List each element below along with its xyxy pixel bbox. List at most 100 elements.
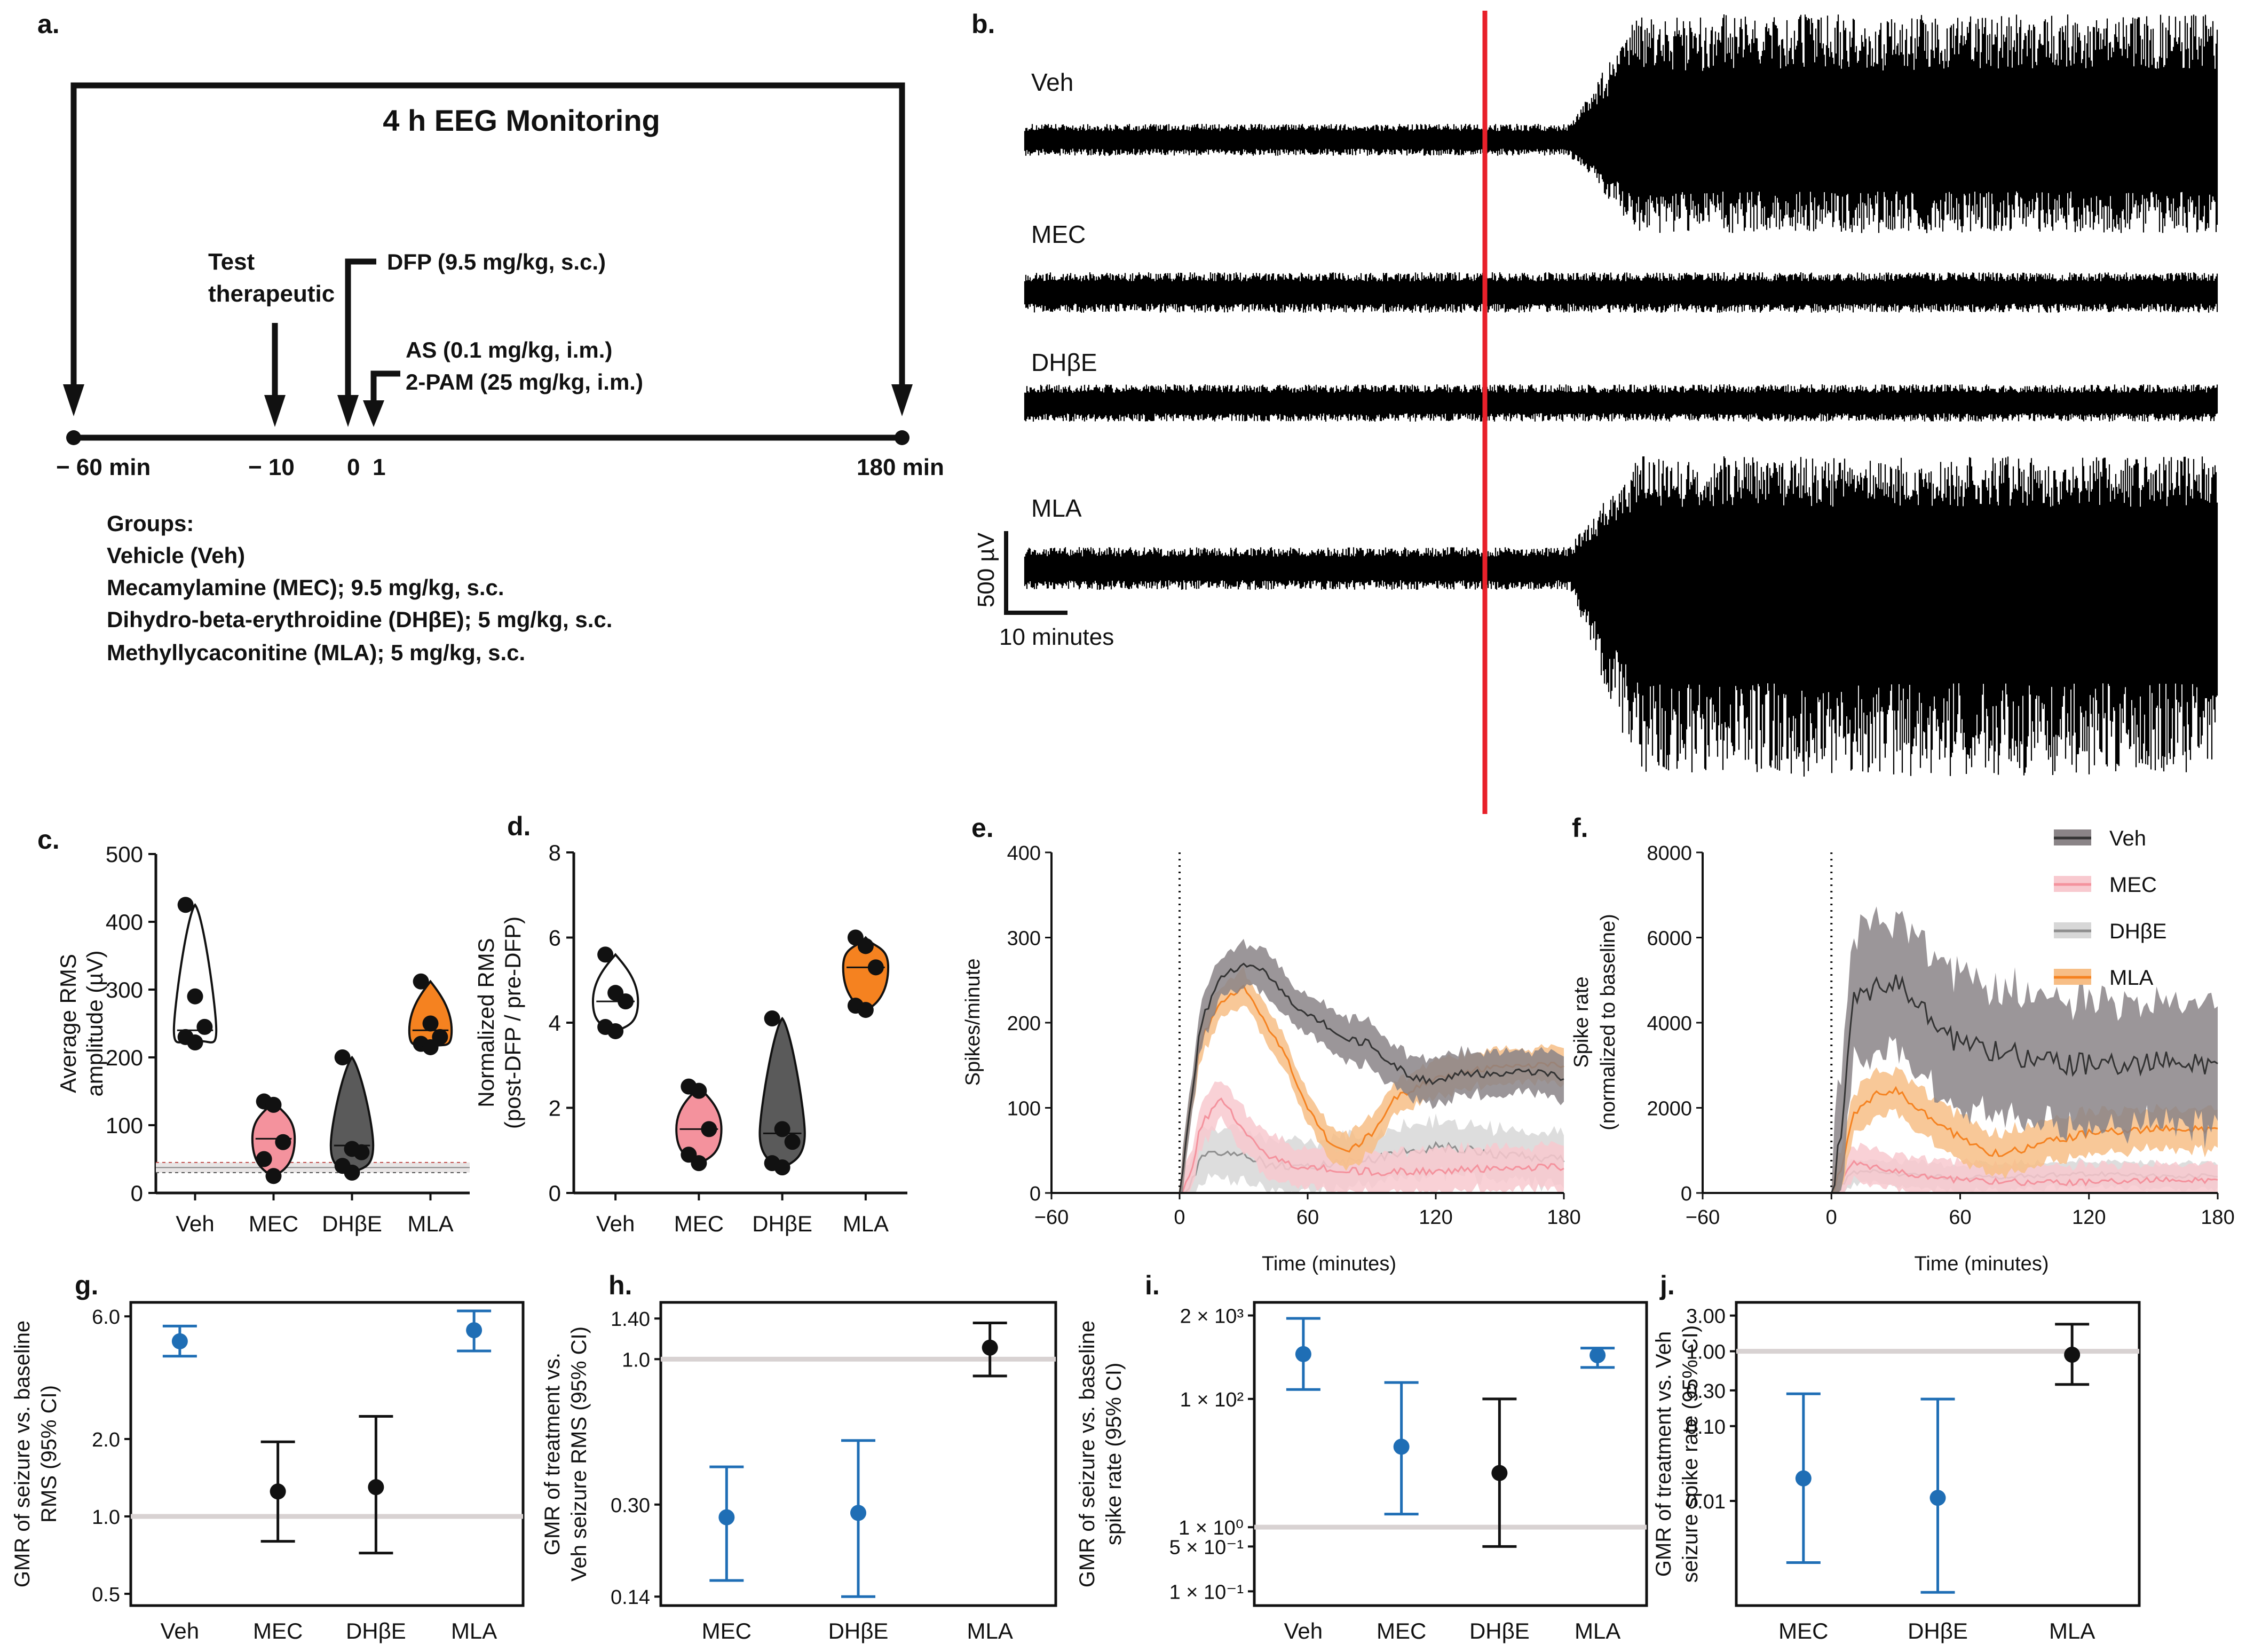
point-estimate bbox=[368, 1479, 384, 1496]
y-tick-label: 1.0 bbox=[622, 1349, 650, 1371]
y-axis-label-1: GMR of treatment vs. Veh bbox=[1652, 1331, 1675, 1577]
series-band-mla bbox=[1703, 1066, 2218, 1193]
point-estimate bbox=[1795, 1470, 1812, 1487]
y-tick-label: 400 bbox=[1007, 842, 1041, 865]
data-point bbox=[857, 1002, 874, 1018]
x-tick-label: DHβE bbox=[346, 1618, 406, 1643]
tick-0: 0 bbox=[347, 454, 360, 480]
tick-180: 180 min bbox=[857, 454, 944, 480]
x-tick-label: MLA bbox=[407, 1211, 453, 1236]
y-axis-label-1: Spike rate bbox=[1570, 976, 1593, 1068]
y-tick-label: 0 bbox=[549, 1181, 561, 1206]
data-point bbox=[432, 1029, 448, 1045]
x-tick-label: 120 bbox=[2072, 1206, 2106, 1229]
legend-label: DHβE bbox=[2109, 920, 2166, 943]
plot-frame bbox=[129, 1301, 525, 1607]
series-band-veh bbox=[1051, 938, 1564, 1193]
as-label: AS (0.1 mg/kg, i.m.) bbox=[406, 337, 612, 362]
dfp-arrow-shaft bbox=[345, 258, 376, 398]
scale-bar bbox=[1004, 531, 1067, 615]
groups-title: Groups: bbox=[107, 511, 194, 536]
data-point bbox=[701, 1121, 717, 1137]
pam-label: 2-PAM (25 mg/kg, i.m.) bbox=[406, 369, 643, 394]
dfp-label: DFP (9.5 mg/kg, s.c.) bbox=[387, 249, 606, 274]
point-estimate bbox=[1589, 1347, 1606, 1364]
x-tick-label: 180 bbox=[2201, 1206, 2234, 1229]
y-tick-label: 0.30 bbox=[1686, 1380, 1726, 1403]
point-estimate bbox=[1295, 1346, 1311, 1362]
panel-label-b: b. bbox=[971, 9, 995, 39]
point-estimate bbox=[171, 1333, 188, 1349]
data-point bbox=[187, 1034, 203, 1051]
x-tick-label: MEC bbox=[253, 1618, 303, 1643]
y-tick-label: 200 bbox=[106, 1045, 143, 1070]
eeg-trace-mla bbox=[1024, 456, 2218, 777]
point-estimate bbox=[850, 1505, 866, 1521]
y-tick-label: 8000 bbox=[1647, 842, 1692, 865]
chart-h-gmr: 0.14 0.30 1.0 1.40 MEC DHβE MLA GMR of treatmen… bbox=[541, 1301, 1057, 1643]
y-tick-label: 300 bbox=[1007, 928, 1041, 950]
y-tick-label: 200 bbox=[1007, 1013, 1041, 1035]
y-tick-label: 0 bbox=[1681, 1183, 1692, 1205]
series-band-mec bbox=[1051, 1081, 1564, 1193]
y-tick-label: 2 × 10³ bbox=[1180, 1306, 1244, 1328]
y-tick-label: 1 × 10² bbox=[1180, 1389, 1244, 1411]
y-axis-label-1: GMR of seizure vs. baseline bbox=[11, 1321, 34, 1587]
timeline-panel: 4 h EEG Monitoring Test therapeutic DFP … bbox=[56, 82, 944, 665]
panel-label-g: g. bbox=[75, 1270, 98, 1300]
chart-i-gmr: 1 × 10⁻¹ 5 × 10⁻¹1 × 10⁰ 1 × 10² 2 × 10³ Veh… bbox=[1075, 1301, 1648, 1643]
y-tick-label: 6.0 bbox=[92, 1306, 120, 1329]
y-axis-label-2: Veh seizure RMS (95% CI) bbox=[567, 1326, 591, 1582]
timeline-end-dot bbox=[895, 430, 910, 445]
data-point bbox=[597, 946, 614, 963]
data-point bbox=[422, 1039, 439, 1055]
plot-frame bbox=[1735, 1301, 2141, 1607]
x-tick-label: Veh bbox=[596, 1211, 635, 1236]
x-tick-label: −60 bbox=[1034, 1206, 1069, 1229]
monitoring-bracket bbox=[70, 82, 905, 390]
timeline-start-dot bbox=[66, 430, 81, 445]
y-tick-label: 4 bbox=[549, 1010, 561, 1036]
eeg-label-mec: MEC bbox=[1031, 220, 1086, 248]
y-tick-label: 300 bbox=[106, 977, 143, 1002]
eeg-label-dhbe: DHβE bbox=[1031, 349, 1097, 376]
data-point bbox=[774, 1159, 790, 1176]
legend-label: MEC bbox=[2109, 873, 2157, 897]
chart-d-violin: 0 2 4 6 8 Normalized RMS (post-DFP / pre-DFP) V… bbox=[473, 840, 907, 1236]
data-point bbox=[265, 1096, 282, 1113]
y-tick-label: 0 bbox=[1030, 1183, 1041, 1205]
plot-frame bbox=[659, 1301, 1057, 1607]
point-estimate bbox=[1393, 1438, 1410, 1455]
chart-g-gmr: 0.5 1.0 2.0 6.0 Veh MEC DHβE MLA GMR of seizure … bbox=[11, 1301, 525, 1643]
y-tick-label: 0.10 bbox=[1686, 1416, 1726, 1438]
y-tick-label: 0.5 bbox=[92, 1584, 120, 1606]
y-tick-label: 1.0 bbox=[92, 1506, 120, 1529]
data-point bbox=[857, 938, 874, 954]
x-tick-label: −60 bbox=[1686, 1206, 1720, 1229]
y-axis-label-2: (normalized to baseline) bbox=[1597, 914, 1619, 1131]
chart-f-legend: Veh MEC DHβE MLA bbox=[2054, 827, 2166, 990]
x-tick-label: MLA bbox=[451, 1618, 497, 1643]
y-axis-label-2: (post-DFP / pre-DFP) bbox=[500, 916, 525, 1129]
y-axis-label-1: Normalized RMS bbox=[473, 938, 499, 1107]
y-axis-label-1: GMR of seizure vs. baseline bbox=[1075, 1321, 1099, 1587]
y-tick-label: 400 bbox=[106, 910, 143, 935]
data-point bbox=[607, 1023, 624, 1039]
scale-bar-time: 10 minutes bbox=[999, 624, 1114, 650]
data-point bbox=[344, 1164, 360, 1181]
y-tick-label: 1.40 bbox=[611, 1308, 650, 1331]
data-point bbox=[353, 1144, 370, 1160]
data-point bbox=[691, 1155, 707, 1172]
y-tick-label: 2 bbox=[549, 1096, 561, 1121]
data-point bbox=[867, 959, 884, 976]
x-tick-label: MEC bbox=[674, 1211, 724, 1236]
panel-label-a: a. bbox=[37, 9, 60, 39]
x-tick-label: MEC bbox=[702, 1618, 752, 1643]
plot-frame bbox=[1253, 1301, 1648, 1607]
x-tick-label: MLA bbox=[967, 1618, 1013, 1643]
x-tick-label: MLA bbox=[2049, 1618, 2095, 1643]
data-point bbox=[177, 897, 194, 913]
as-pam-arrow-head bbox=[363, 400, 384, 427]
point-estimate bbox=[1929, 1490, 1946, 1506]
chart-c-violin: 0 100 200 300 400 500 Average RMS amplitude (µV… bbox=[56, 842, 470, 1236]
